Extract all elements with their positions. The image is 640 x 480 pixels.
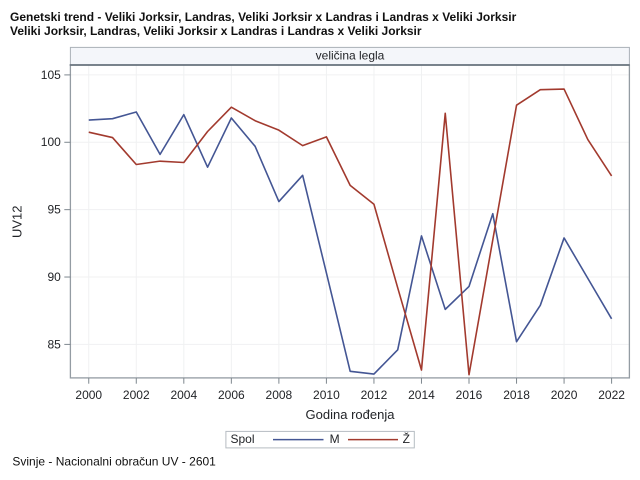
svg-text:2002: 2002 — [123, 388, 150, 402]
svg-text:Veliki Jorksir, Landras, Velik: Veliki Jorksir, Landras, Veliki Jorksir … — [10, 24, 422, 38]
svg-text:2004: 2004 — [170, 388, 197, 402]
svg-text:105: 105 — [41, 68, 61, 82]
svg-text:2010: 2010 — [313, 388, 340, 402]
svg-text:veličina legla: veličina legla — [316, 49, 385, 63]
svg-text:90: 90 — [47, 270, 61, 284]
svg-text:100: 100 — [41, 135, 61, 149]
svg-text:2008: 2008 — [266, 388, 293, 402]
svg-text:2000: 2000 — [75, 388, 102, 402]
svg-text:2006: 2006 — [218, 388, 245, 402]
svg-text:2012: 2012 — [361, 388, 388, 402]
svg-text:Svinje - Nacionalni obračun UV: Svinje - Nacionalni obračun UV - 2601 — [12, 455, 216, 469]
svg-text:Spol: Spol — [231, 432, 255, 446]
svg-text:95: 95 — [47, 203, 61, 217]
svg-text:2020: 2020 — [551, 388, 578, 402]
svg-text:2022: 2022 — [598, 388, 625, 402]
svg-text:Genetski trend - Veliki Jorksi: Genetski trend - Veliki Jorksir, Landras… — [10, 10, 517, 24]
svg-text:Ž: Ž — [403, 431, 410, 446]
svg-text:UV12: UV12 — [10, 205, 25, 238]
svg-text:2014: 2014 — [408, 388, 435, 402]
svg-text:2018: 2018 — [503, 388, 530, 402]
svg-text:85: 85 — [47, 337, 61, 351]
svg-text:Godina rođenja: Godina rođenja — [306, 407, 396, 422]
svg-text:M: M — [330, 432, 340, 446]
svg-text:2016: 2016 — [456, 388, 483, 402]
